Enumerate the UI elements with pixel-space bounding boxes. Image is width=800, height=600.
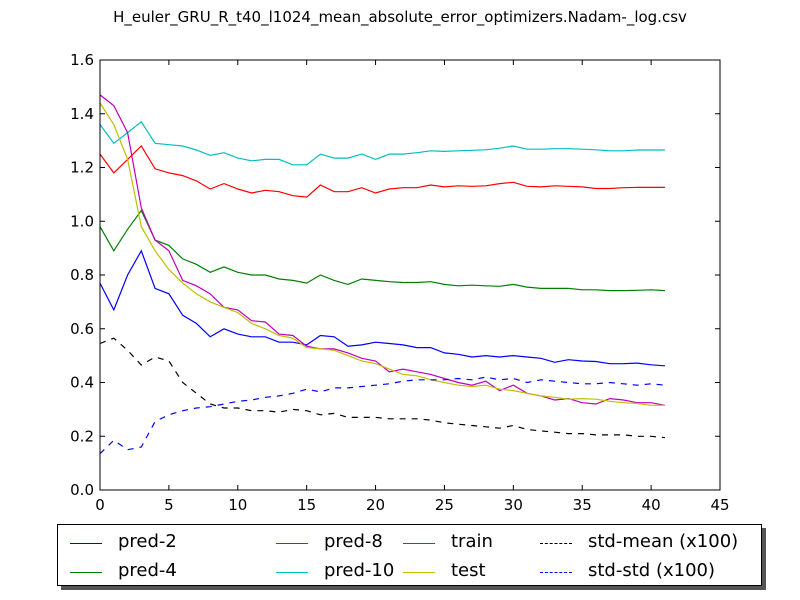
x-tick-label: 25	[435, 496, 454, 514]
y-tick-label: 0.4	[70, 374, 94, 392]
legend-label: train	[451, 531, 493, 552]
x-tick-label: 30	[504, 496, 523, 514]
legend-label: pred-4	[118, 560, 177, 581]
x-tick-label: 10	[228, 496, 247, 514]
y-tick-label: 1.4	[70, 105, 94, 123]
legend-label: test	[451, 560, 486, 581]
x-tick-label: 35	[573, 496, 592, 514]
y-tick-label: 0.0	[70, 481, 94, 499]
legend-swatch	[540, 572, 572, 573]
y-tick-label: 0.8	[70, 266, 94, 284]
x-tick-label: 5	[164, 496, 174, 514]
y-tick-label: 1.6	[70, 51, 94, 69]
legend-swatch	[276, 543, 308, 544]
x-tick-label: 0	[95, 496, 105, 514]
y-tick-label: 0.2	[70, 427, 94, 445]
series-line-train	[99, 94, 666, 406]
chart-title: H_euler_GRU_R_t40_l1024_mean_absolute_er…	[113, 8, 687, 26]
x-tick-label: 45	[710, 496, 729, 514]
y-tick-label: 1.0	[70, 212, 94, 230]
x-tick-label: 40	[642, 496, 661, 514]
legend-swatch	[70, 543, 102, 544]
series-layer	[99, 94, 666, 455]
legend-label: pred-2	[118, 531, 177, 552]
line-chart: 0 5 10 15 20 25 30 35 40 45 0.0 0.2 0.4 0.6 0.8 1.0 1.2 1…	[70, 51, 729, 514]
legend-swatch	[540, 543, 572, 544]
x-tick-label: 15	[297, 496, 316, 514]
x-tick-label: 20	[366, 496, 385, 514]
tick-layer: 0 5 10 15 20 25 30 35 40 45 0.0 0.2 0.4 0.6 0.8 1.0 1.2 1…	[70, 51, 729, 514]
y-tick-label: 0.6	[70, 320, 94, 338]
series-line-std-std-x100	[99, 376, 665, 455]
series-line-test	[99, 102, 665, 406]
legend-label: std-mean (x100)	[588, 531, 739, 552]
legend-swatch	[403, 543, 435, 544]
legend-label: std-std (x100)	[588, 560, 715, 581]
legend-label: pred-8	[324, 531, 383, 552]
legend-swatch	[276, 572, 308, 573]
series-line-pred-10	[99, 120, 665, 166]
legend-swatch	[403, 572, 435, 573]
series-line-std-mean-x100	[99, 337, 665, 439]
series-line-pred-8	[99, 145, 665, 198]
legend-swatch	[70, 572, 102, 573]
legend-label: pred-10	[324, 560, 395, 581]
series-line-pred-2	[99, 249, 665, 367]
plot-frame	[99, 59, 721, 491]
y-tick-label: 1.2	[70, 159, 94, 177]
legend: pred-2 pred-4 pred-8 pred-10 train test …	[57, 524, 762, 586]
series-line-pred-4	[99, 209, 665, 292]
